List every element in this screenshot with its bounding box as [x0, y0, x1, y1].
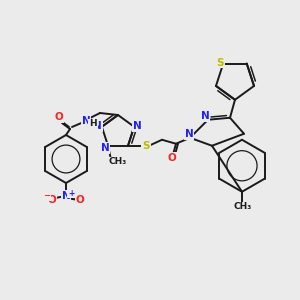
Text: O: O — [48, 195, 56, 205]
Text: +: + — [68, 188, 74, 197]
Text: N: N — [133, 121, 142, 131]
Text: N: N — [184, 129, 194, 139]
Text: N: N — [94, 121, 102, 131]
Text: S: S — [217, 58, 224, 68]
Text: CH₃: CH₃ — [109, 157, 127, 166]
Text: S: S — [142, 141, 150, 151]
Text: N: N — [100, 143, 109, 153]
Text: O: O — [76, 195, 84, 205]
Text: N: N — [61, 191, 70, 201]
Text: N: N — [82, 116, 90, 126]
Text: O: O — [55, 112, 63, 122]
Text: O: O — [168, 153, 176, 163]
Text: CH₃: CH₃ — [234, 202, 252, 211]
Text: −: − — [44, 191, 50, 200]
Text: H: H — [89, 119, 97, 128]
Text: N: N — [201, 111, 209, 121]
